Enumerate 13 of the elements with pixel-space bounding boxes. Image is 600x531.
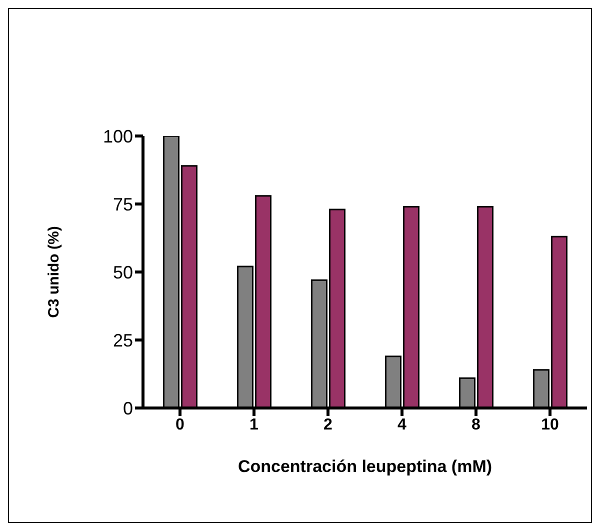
y-tick-label: 0 — [122, 398, 133, 418]
x-tick-label: 8 — [472, 416, 481, 434]
y-tick-label: 75 — [112, 194, 133, 214]
x-tick-label: 4 — [398, 416, 407, 434]
y-tick-label: 50 — [112, 262, 133, 282]
x-tick-label: 0 — [176, 416, 185, 434]
x-axis-title: Concentración leupeptina (mM) — [238, 457, 492, 476]
y-axis-title: C3 unido (%) — [45, 226, 62, 318]
y-tick-label: 100 — [102, 126, 133, 146]
x-tick-label: 1 — [250, 416, 259, 434]
x-tick-label: 10 — [541, 416, 559, 434]
y-tick-label: 25 — [112, 330, 133, 350]
x-tick-label: 2 — [324, 416, 333, 434]
